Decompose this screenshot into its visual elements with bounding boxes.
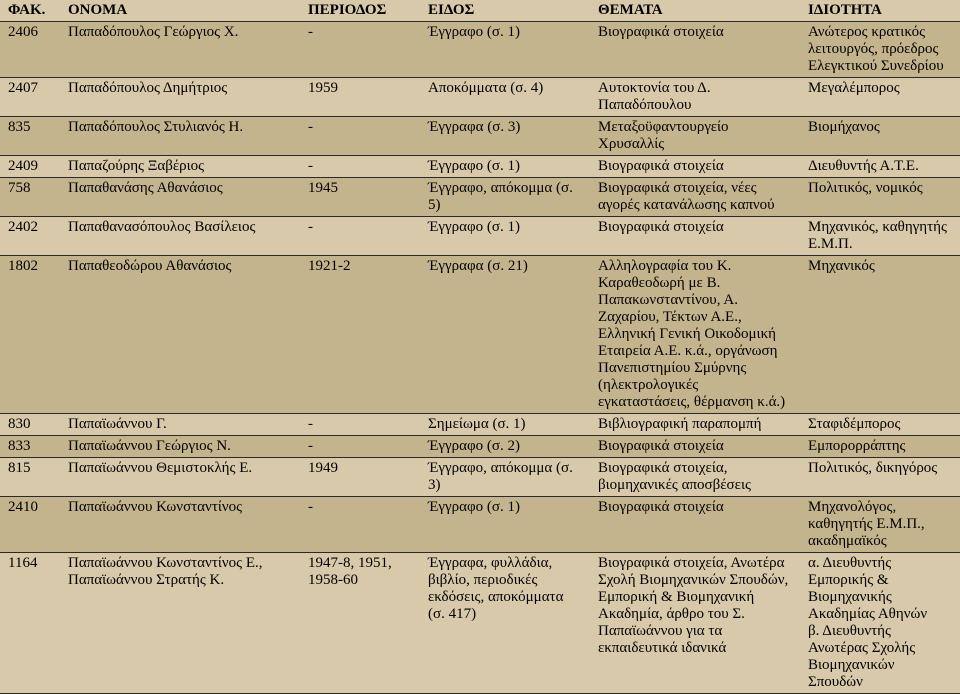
table-row: 2402Παπαθανασόπουλος Βασίλειος-Έγγραφο (… — [0, 217, 960, 256]
cell-periodos: 1945 — [300, 178, 420, 217]
cell-themata: Βιογραφικά στοιχεία — [590, 217, 800, 256]
cell-eidos: Έγγραφο (σ. 1) — [420, 217, 590, 256]
col-header-onoma: ΟΝΟΜΑ — [60, 0, 300, 22]
cell-eidos: Έγγραφο, απόκομμα (σ. 5) — [420, 178, 590, 217]
cell-periodos: 1949 — [300, 458, 420, 497]
cell-idiotita: Ανώτερος κρατικός λειτουργός, πρόεδρος Ε… — [800, 22, 960, 78]
cell-onoma: Παπαζούρης Ξαβέριος — [60, 156, 300, 178]
cell-eidos: Έγγραφα (σ. 3) — [420, 117, 590, 156]
cell-idiotita: Μεγαλέμπορος — [800, 78, 960, 117]
cell-themata: Βιογραφικά στοιχεία, Ανωτέρα Σχολή Βιομη… — [590, 553, 800, 694]
col-header-eidos: ΕΙΔΟΣ — [420, 0, 590, 22]
cell-onoma: Παπαδόπουλος Γεώργιος Χ. — [60, 22, 300, 78]
cell-fak: 2409 — [0, 156, 60, 178]
cell-themata: Βιογραφικά στοιχεία — [590, 497, 800, 553]
table-row: 1802Παπαθεοδώρου Αθανάσιος1921-2Έγγραφα … — [0, 256, 960, 414]
cell-idiotita: α. Διευθυντής Εμπορικής & Βιομηχανικής Α… — [800, 553, 960, 694]
cell-themata: Βιογραφικά στοιχεία — [590, 22, 800, 78]
col-header-fak: ΦΑΚ. — [0, 0, 60, 22]
cell-eidos: Έγγραφα (σ. 21) — [420, 256, 590, 414]
table-row: 2409Παπαζούρης Ξαβέριος-Έγγραφο (σ. 1)Βι… — [0, 156, 960, 178]
cell-periodos: - — [300, 217, 420, 256]
cell-idiotita: Μηχανικός, καθηγητής Ε.Μ.Π. — [800, 217, 960, 256]
table-body: 2406Παπαδόπουλος Γεώργιος Χ.-Έγγραφο (σ.… — [0, 22, 960, 694]
cell-eidos: Έγγραφα, φυλλάδια, βιβλίο, περιοδικές εκ… — [420, 553, 590, 694]
cell-fak: 1164 — [0, 553, 60, 694]
cell-eidos: Αποκόμματα (σ. 4) — [420, 78, 590, 117]
cell-periodos: - — [300, 117, 420, 156]
table-row: 758Παπαθανάσης Αθανάσιος1945Έγγραφο, από… — [0, 178, 960, 217]
table-row: 2406Παπαδόπουλος Γεώργιος Χ.-Έγγραφο (σ.… — [0, 22, 960, 78]
cell-periodos: - — [300, 156, 420, 178]
cell-onoma: Παπαϊωάννου Κωνσταντίνος Ε., Παπαϊωάννου… — [60, 553, 300, 694]
cell-fak: 2410 — [0, 497, 60, 553]
cell-themata: Αλληλογραφία του Κ. Καραθεοδωρή με Β. Πα… — [590, 256, 800, 414]
cell-eidos: Σημείωμα (σ. 1) — [420, 414, 590, 436]
cell-fak: 835 — [0, 117, 60, 156]
cell-fak: 2407 — [0, 78, 60, 117]
cell-idiotita: Πολιτικός, δικηγόρος — [800, 458, 960, 497]
cell-periodos: 1947-8, 1951, 1958-60 — [300, 553, 420, 694]
cell-idiotita: Σταφιδέμπορος — [800, 414, 960, 436]
cell-periodos: - — [300, 414, 420, 436]
table-header-row: ΦΑΚ. ΟΝΟΜΑ ΠΕΡΙΟΔΟΣ ΕΙΔΟΣ ΘΕΜΑΤΑ ΙΔΙΟΤΗΤ… — [0, 0, 960, 22]
table-row: 2410Παπαϊωάννου Κωνσταντίνος-Έγγραφο (σ.… — [0, 497, 960, 553]
cell-idiotita: Βιομήχανος — [800, 117, 960, 156]
cell-fak: 815 — [0, 458, 60, 497]
cell-periodos: 1921-2 — [300, 256, 420, 414]
cell-themata: Μεταξοϋφαντουργείο Χρυσαλλίς — [590, 117, 800, 156]
cell-eidos: Έγγραφο (σ. 2) — [420, 436, 590, 458]
col-header-idiotita: ΙΔΙΟΤΗΤΑ — [800, 0, 960, 22]
cell-idiotita: Πολιτικός, νομικός — [800, 178, 960, 217]
cell-eidos: Έγγραφο (σ. 1) — [420, 497, 590, 553]
cell-eidos: Έγγραφο (σ. 1) — [420, 156, 590, 178]
cell-onoma: Παπαϊωάννου Θεμιστοκλής Ε. — [60, 458, 300, 497]
cell-onoma: Παπαϊωάννου Γεώργιος Ν. — [60, 436, 300, 458]
cell-fak: 758 — [0, 178, 60, 217]
data-table: ΦΑΚ. ΟΝΟΜΑ ΠΕΡΙΟΔΟΣ ΕΙΔΟΣ ΘΕΜΑΤΑ ΙΔΙΟΤΗΤ… — [0, 0, 960, 694]
cell-onoma: Παπαθανασόπουλος Βασίλειος — [60, 217, 300, 256]
cell-themata: Αυτοκτονία του Δ. Παπαδόπουλου — [590, 78, 800, 117]
table-row: 2407Παπαδόπουλος Δημήτριος1959Αποκόμματα… — [0, 78, 960, 117]
cell-idiotita: Εμπορορράπτης — [800, 436, 960, 458]
cell-onoma: Παπαθεοδώρου Αθανάσιος — [60, 256, 300, 414]
cell-eidos: Έγγραφο (σ. 1) — [420, 22, 590, 78]
cell-themata: Βιογραφικά στοιχεία, νέες αγορές κατανάλ… — [590, 178, 800, 217]
table-row: 830Παπαϊωάννου Γ.-Σημείωμα (σ. 1)Βιβλιογ… — [0, 414, 960, 436]
cell-onoma: Παπαϊωάννου Κωνσταντίνος — [60, 497, 300, 553]
cell-themata: Βιογραφικά στοιχεία — [590, 436, 800, 458]
cell-periodos: 1959 — [300, 78, 420, 117]
cell-periodos: - — [300, 497, 420, 553]
cell-onoma: Παπαδόπουλος Στυλιανός Η. — [60, 117, 300, 156]
table-row: 1164Παπαϊωάννου Κωνσταντίνος Ε., Παπαϊωά… — [0, 553, 960, 694]
cell-eidos: Έγγραφο, απόκομμα (σ. 3) — [420, 458, 590, 497]
cell-fak: 2402 — [0, 217, 60, 256]
col-header-themata: ΘΕΜΑΤΑ — [590, 0, 800, 22]
table-row: 835Παπαδόπουλος Στυλιανός Η.-Έγγραφα (σ.… — [0, 117, 960, 156]
cell-onoma: Παπαθανάσης Αθανάσιος — [60, 178, 300, 217]
cell-fak: 830 — [0, 414, 60, 436]
cell-fak: 2406 — [0, 22, 60, 78]
cell-periodos: - — [300, 436, 420, 458]
cell-fak: 833 — [0, 436, 60, 458]
cell-onoma: Παπαϊωάννου Γ. — [60, 414, 300, 436]
cell-themata: Βιβλιογραφική παραπομπή — [590, 414, 800, 436]
table-row: 815Παπαϊωάννου Θεμιστοκλής Ε.1949Έγγραφο… — [0, 458, 960, 497]
col-header-periodos: ΠΕΡΙΟΔΟΣ — [300, 0, 420, 22]
cell-onoma: Παπαδόπουλος Δημήτριος — [60, 78, 300, 117]
cell-themata: Βιογραφικά στοιχεία — [590, 156, 800, 178]
cell-idiotita: Μηχανικός — [800, 256, 960, 414]
cell-periodos: - — [300, 22, 420, 78]
cell-idiotita: Διευθυντής Α.Τ.Ε. — [800, 156, 960, 178]
cell-themata: Βιογραφικά στοιχεία, βιομηχανικές αποσβέ… — [590, 458, 800, 497]
cell-idiotita: Μηχανολόγος, καθηγητής Ε.Μ.Π., ακαδημαϊκ… — [800, 497, 960, 553]
cell-fak: 1802 — [0, 256, 60, 414]
table-row: 833Παπαϊωάννου Γεώργιος Ν.-Έγγραφο (σ. 2… — [0, 436, 960, 458]
